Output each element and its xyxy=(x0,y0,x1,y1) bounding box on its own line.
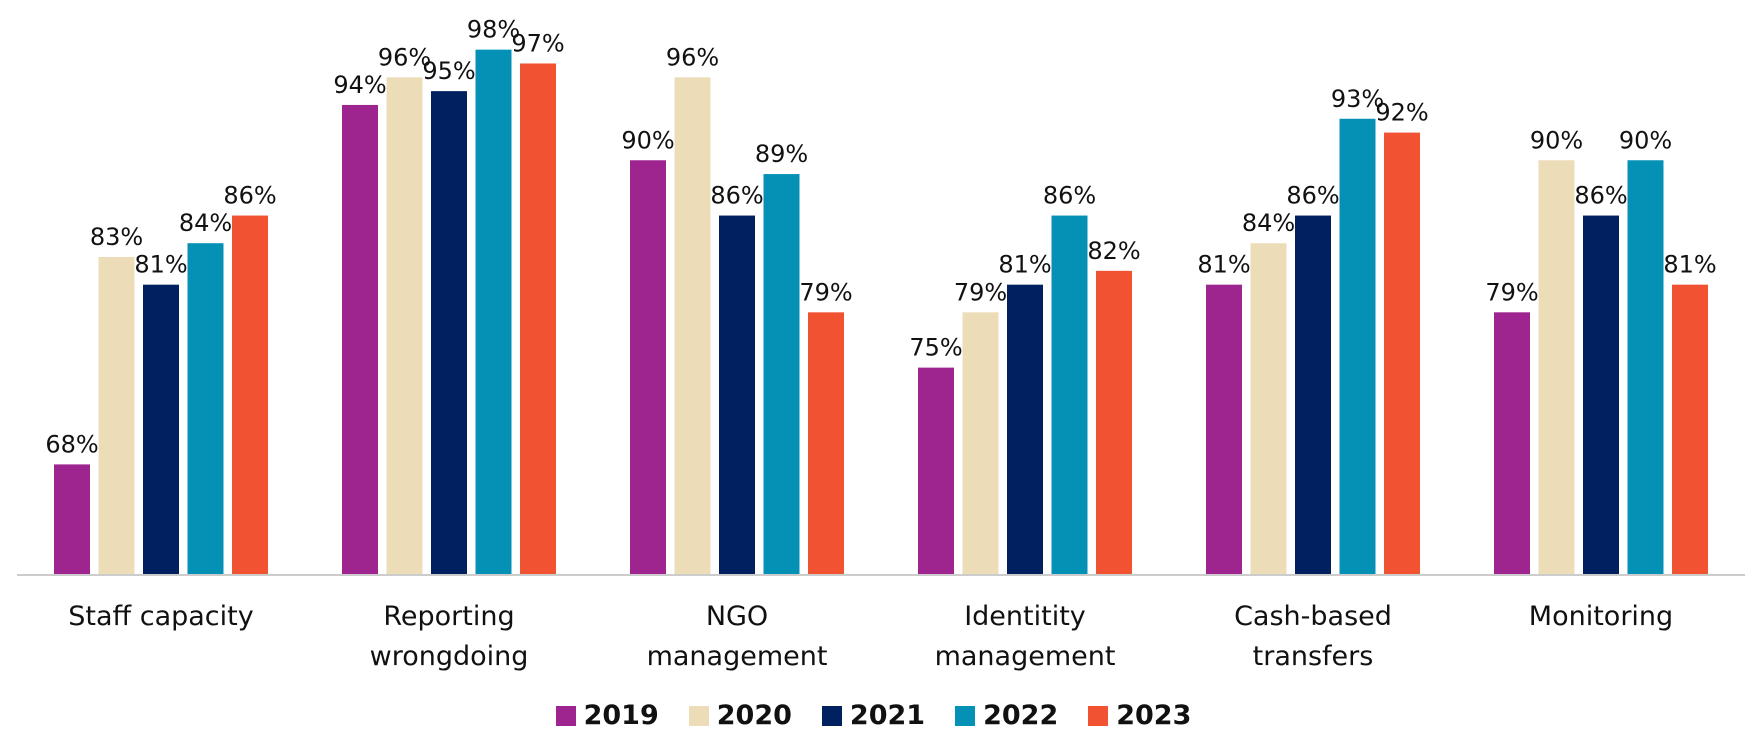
value-label: 95% xyxy=(422,57,475,85)
legend-swatch xyxy=(555,705,576,726)
bar xyxy=(1672,284,1708,575)
x-tick-label: Monitoring xyxy=(1528,601,1674,632)
value-label: 83% xyxy=(90,223,143,251)
bar xyxy=(342,104,378,575)
bar xyxy=(918,367,954,575)
bar xyxy=(54,464,90,575)
value-label: 96% xyxy=(666,43,719,71)
value-label: 81% xyxy=(134,251,187,279)
value-label: 92% xyxy=(1375,99,1428,127)
legend-label: 2020 xyxy=(716,700,792,731)
value-label: 84% xyxy=(179,209,232,237)
x-tick-label: Reporting wrongdoing xyxy=(369,601,529,672)
bar xyxy=(1384,132,1420,575)
value-label: 79% xyxy=(1485,278,1538,306)
legend-swatch xyxy=(821,705,842,726)
bar xyxy=(1627,160,1664,575)
value-label: 89% xyxy=(755,140,808,168)
value-label: 86% xyxy=(1574,182,1627,210)
bar xyxy=(475,49,512,575)
legend-swatch xyxy=(688,705,709,726)
value-label: 96% xyxy=(378,43,431,71)
bar xyxy=(431,91,467,575)
bar xyxy=(1339,118,1376,576)
bar xyxy=(232,215,268,576)
bar xyxy=(1538,160,1575,575)
x-tick-label: Cash-based transfers xyxy=(1234,601,1392,672)
bar xyxy=(962,312,999,575)
legend-item: 2019 xyxy=(555,700,659,731)
legend-label: 2023 xyxy=(1116,700,1192,731)
bar xyxy=(1494,312,1530,575)
bar xyxy=(1583,215,1619,576)
bar xyxy=(143,284,179,575)
legend: 2019 2020 2021 2022 2023 xyxy=(0,700,1747,731)
bar xyxy=(1295,215,1331,576)
legend-item: 2021 xyxy=(821,700,926,731)
legend-label: 2019 xyxy=(583,700,659,731)
value-label: 86% xyxy=(223,182,276,210)
x-tick-label: NGO management xyxy=(646,601,828,672)
value-label: 79% xyxy=(954,278,1007,306)
bar xyxy=(1206,284,1242,575)
value-label: 97% xyxy=(511,29,564,57)
value-label: 90% xyxy=(621,126,674,154)
value-label: 98% xyxy=(467,16,520,44)
x-tick-label: Staff capacity xyxy=(68,601,254,632)
legend-swatch xyxy=(955,705,976,726)
bar xyxy=(187,243,224,575)
legend-swatch xyxy=(1088,705,1109,726)
value-label: 94% xyxy=(333,71,386,99)
bar xyxy=(808,312,844,575)
bar xyxy=(1051,215,1088,576)
legend-item: 2020 xyxy=(688,700,792,731)
value-label: 82% xyxy=(1087,237,1140,265)
bar xyxy=(98,257,135,575)
value-label: 86% xyxy=(1286,182,1339,210)
bar xyxy=(520,63,556,575)
value-label: 75% xyxy=(909,334,962,362)
value-label: 81% xyxy=(1197,251,1250,279)
value-label: 81% xyxy=(1663,251,1716,279)
bar xyxy=(1096,270,1132,575)
legend-label: 2022 xyxy=(983,700,1059,731)
bar xyxy=(763,174,800,575)
value-label: 90% xyxy=(1530,126,1583,154)
x-tick-label: Identitity management xyxy=(934,601,1116,672)
bar xyxy=(674,77,711,576)
bar xyxy=(386,77,423,576)
bar xyxy=(1007,284,1043,575)
bar xyxy=(1250,243,1287,575)
value-label: 81% xyxy=(998,251,1051,279)
value-label: 86% xyxy=(710,182,763,210)
value-label: 84% xyxy=(1242,209,1295,237)
value-label: 86% xyxy=(1043,182,1096,210)
bar xyxy=(719,215,755,576)
value-label: 93% xyxy=(1331,85,1384,113)
legend-item: 2023 xyxy=(1088,700,1191,731)
legend-item: 2022 xyxy=(955,700,1058,731)
legend-label: 2021 xyxy=(849,700,926,731)
bar xyxy=(630,160,666,575)
value-label: 68% xyxy=(45,430,98,458)
value-label: 90% xyxy=(1619,126,1672,154)
value-label: 79% xyxy=(799,278,852,306)
